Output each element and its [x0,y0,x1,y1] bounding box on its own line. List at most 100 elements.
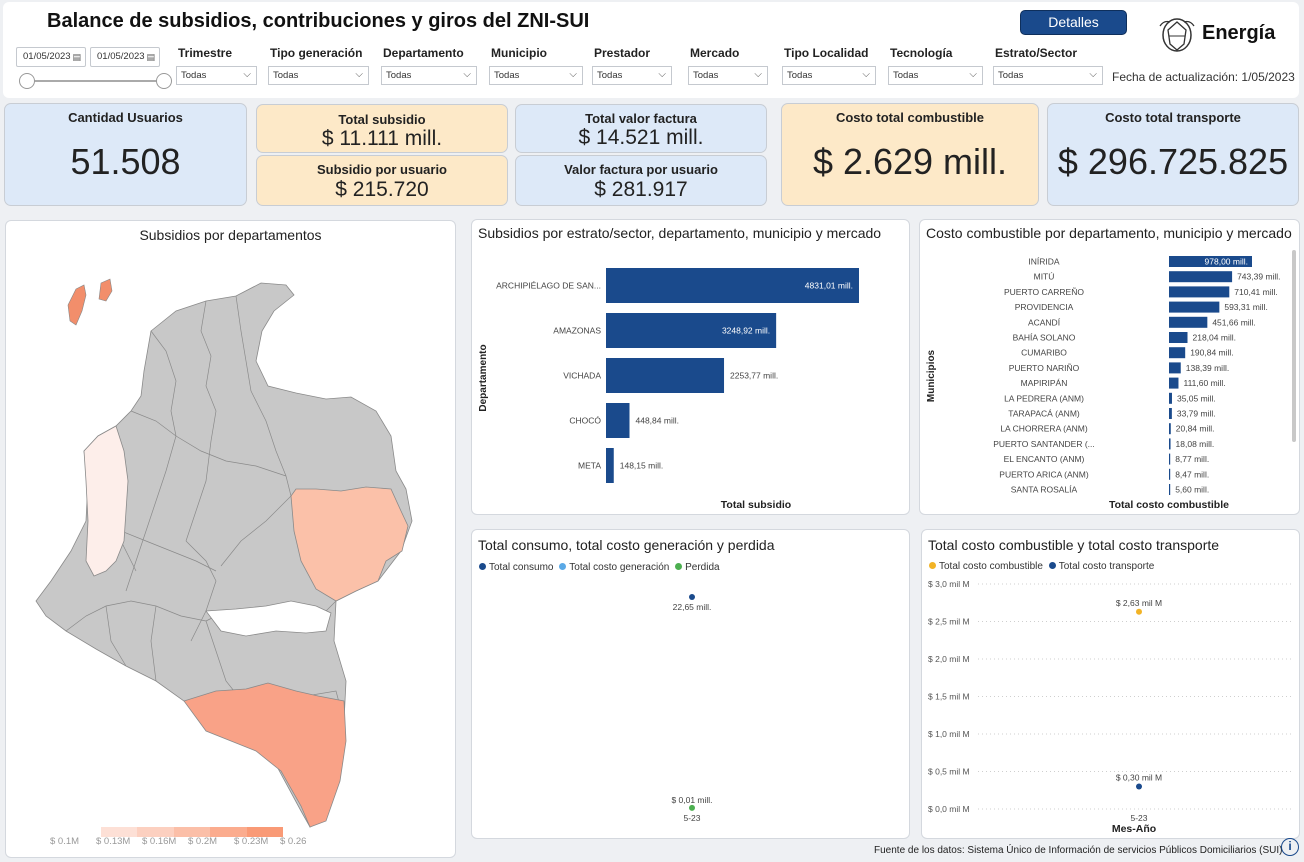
bar [1169,347,1186,359]
bar [606,268,859,303]
filter-select-tipo-generacion[interactable]: Todas ⌵ [268,66,369,85]
legend-item: Total consumo [489,562,554,573]
category-label: META [578,461,601,471]
chart-consumo[interactable]: 22,65 mill. $ 0,01 mill. 5-23 [472,530,911,840]
category-label: LA CHORRERA (ANM) [1000,424,1088,434]
bar [1169,362,1181,374]
category-label: PUERTO SANTANDER (... [993,439,1095,449]
filter-select-mercado[interactable]: Todas ⌵ [688,66,768,85]
page-title: Balance de subsidios, contribuciones y g… [47,10,590,32]
date-range-end-handle[interactable] [156,73,172,89]
chart-costos[interactable]: Mes-Año $ 3,0 mil M $ 2,5 mil M $ 2,0 mil … [922,530,1301,840]
date-from-input[interactable]: 01/05/2023 ▤ [16,47,86,67]
chart-costos-panel: Total costo combustible y total costo tr… [921,529,1300,839]
filter-label-trimestre: Trimestre [178,46,233,60]
data-label: 190,84 mill. [1190,348,1233,358]
filter-label-tipo-generacion: Tipo generación [270,46,363,60]
kpi-value: $ 215.720 [335,178,429,201]
kpi-label: Valor factura por usuario [564,162,718,177]
chart-combustible[interactable]: Municipios Total costo combustible INÍRI… [920,220,1301,516]
y-tick-label: $ 0,0 mil M [928,804,970,814]
chevron-down-icon: ⌵ [569,69,577,80]
map-region-amazonas[interactable] [183,682,347,828]
map-legend-scale [101,827,284,837]
kpi-cantidad-usuarios: Cantidad Usuarios 51.508 [4,103,247,206]
scrollbar[interactable] [1292,250,1296,442]
category-label: ARCHIPIÉLAGO DE SAN... [496,281,601,291]
map-region-vichada[interactable] [290,486,409,602]
category-label: PUERTO ARICA (ANM) [999,469,1089,479]
bar [1169,316,1208,328]
category-label: MITÚ [1034,272,1055,282]
y-tick-label: $ 1,0 mil M [928,729,970,739]
filter-value: Todas [181,70,207,81]
legend-item: Total costo generación [569,562,670,573]
legend-swatch [210,827,247,837]
legend-swatch [173,827,211,837]
info-icon[interactable]: i [1281,838,1299,856]
kpi-costo-total-transporte: Costo total transporte $ 296.725.825 [1047,103,1299,206]
bar [1169,271,1233,283]
map-title: Subsidios por departamentos [139,227,322,243]
axis-label-x: Mes-Año [1112,823,1156,835]
legend-swatch [246,827,284,837]
map-panel: Subsidios por departamentos [5,220,456,858]
filter-select-trimestre[interactable]: Todas ⌵ [176,66,257,85]
data-source-footer: Fuente de los datos: Sistema Único de In… [874,845,1283,856]
kpi-total-valor-factura: Total valor factura $ 14.521 mill. [515,104,767,153]
filter-select-departamento[interactable]: Todas ⌵ [381,66,477,85]
map-region-san-andres[interactable] [67,284,87,326]
bar [606,358,725,393]
data-point [1136,783,1142,790]
chart-title: Total costo combustible y total costo tr… [928,537,1220,553]
bar [1169,301,1220,313]
filter-select-tecnologia[interactable]: Todas ⌵ [888,66,983,85]
filter-select-municipio[interactable]: Todas ⌵ [489,66,583,85]
details-button[interactable]: Detalles [1020,10,1127,35]
bar [1169,392,1172,404]
chart-legend: Total consumo Total costo generación Per… [479,562,720,573]
category-label: LA PEDRERA (ANM) [1004,393,1084,403]
filter-select-estrato-sector[interactable]: Todas ⌵ [993,66,1103,85]
filter-value: Todas [597,70,623,81]
data-label: $ 2,63 mil M [1116,598,1162,608]
chart-title: Costo combustible por departamento, muni… [926,225,1292,241]
category-label: EL ENCANTO (ANM) [1004,454,1085,464]
y-tick-label: $ 2,0 mil M [928,654,970,664]
kpi-label: Costo total combustible [835,110,985,125]
filter-label-departamento: Departamento [383,46,464,60]
kpi-value: $ 11.111 mill. [321,127,443,150]
filter-select-tipo-localidad[interactable]: Todas ⌵ [782,66,876,85]
data-label: 710,41 mill. [1234,287,1277,297]
data-label: 8,47 mill. [1175,469,1209,479]
filter-value: Todas [273,70,299,81]
filter-value: Todas [998,70,1024,81]
data-label: 33,79 mill. [1177,409,1216,419]
map-region-choco[interactable] [83,425,129,577]
colombia-map[interactable] [6,221,457,859]
calendar-icon: ▤ [72,52,81,62]
coat-of-arms-icon [1159,18,1195,52]
data-label: 138,39 mill. [1186,363,1229,373]
kpi-total-subsidio: Total subsidio $ 11.111 mill. [256,104,508,153]
date-range-slider-track[interactable] [26,80,164,82]
filter-label-tipo-localidad: Tipo Localidad [784,46,869,60]
map-region-providencia[interactable] [98,278,113,302]
data-label: $ 0,30 mil M [1116,773,1162,783]
data-label: 148,15 mill. [620,461,663,471]
chevron-down-icon: ⌵ [658,69,666,80]
legend-label: $ 0.23M [234,836,269,847]
category-label: PUERTO CARREÑO [1004,287,1084,297]
data-label: 8,77 mill. [1175,454,1209,464]
data-label: 5,60 mill. [1175,485,1209,495]
date-range-start-handle[interactable] [19,73,35,89]
data-label: 448,84 mill. [636,416,679,426]
date-to-value: 01/05/2023 [97,51,145,62]
date-to-input[interactable]: 01/05/2023 ▤ [90,47,160,67]
y-tick-label: $ 1,5 mil M [928,692,970,702]
chart-subsidios[interactable]: Departamento Total subsidio ARCHIPIÉLAGO… [472,220,911,516]
bar [606,313,777,348]
filter-select-prestador[interactable]: Todas ⌵ [592,66,672,85]
category-label: ACANDÍ [1028,317,1061,327]
bar [1169,468,1171,480]
